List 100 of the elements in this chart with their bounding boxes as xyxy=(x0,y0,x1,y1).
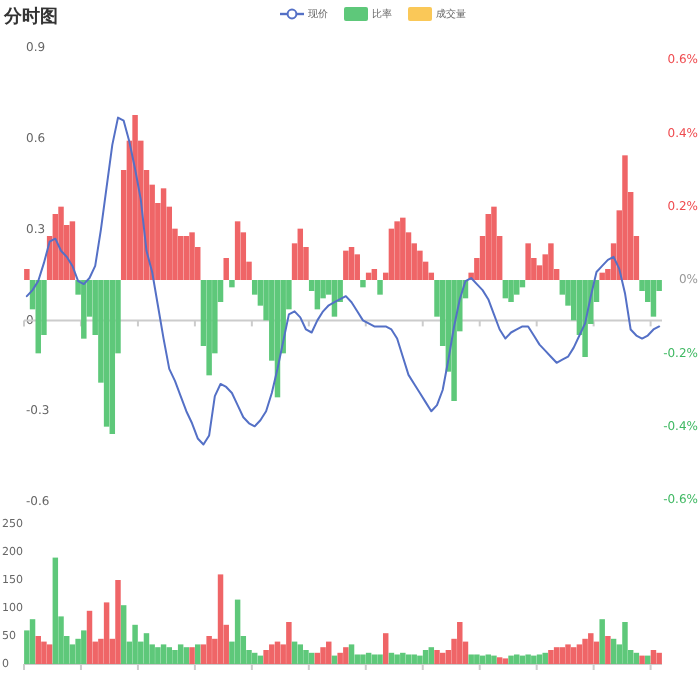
bar xyxy=(343,250,349,280)
bar xyxy=(599,619,605,664)
bar xyxy=(377,654,383,664)
bar xyxy=(405,654,412,664)
bar xyxy=(274,641,281,664)
bar xyxy=(605,636,611,664)
bar xyxy=(428,647,435,664)
bar xyxy=(388,228,395,280)
bar xyxy=(502,280,509,299)
bar xyxy=(183,236,190,280)
bar xyxy=(269,644,275,664)
bar xyxy=(650,650,657,664)
bar xyxy=(531,655,537,664)
bar xyxy=(576,644,583,664)
bar xyxy=(514,654,520,664)
bar xyxy=(286,622,292,664)
bar xyxy=(508,280,514,302)
bar xyxy=(400,217,406,280)
bar xyxy=(548,243,554,280)
bar xyxy=(81,280,87,339)
bar xyxy=(514,280,520,295)
bar xyxy=(394,654,400,664)
bar xyxy=(58,206,64,280)
bar xyxy=(132,624,138,664)
bar xyxy=(86,610,93,664)
bar xyxy=(496,657,503,664)
bar xyxy=(206,280,212,376)
bar xyxy=(172,650,178,664)
bar xyxy=(234,599,241,664)
bar xyxy=(81,630,87,664)
bar xyxy=(593,641,600,664)
bar xyxy=(303,650,309,664)
bar xyxy=(457,622,463,664)
bar xyxy=(468,654,474,664)
bar xyxy=(132,115,138,280)
bar xyxy=(103,602,110,664)
bar xyxy=(622,622,628,664)
bar xyxy=(536,654,543,664)
bar xyxy=(411,654,417,664)
bar xyxy=(177,644,184,664)
bar xyxy=(417,655,423,664)
bar xyxy=(360,654,366,664)
bar xyxy=(439,652,446,664)
bar xyxy=(160,644,167,664)
bar xyxy=(115,580,121,664)
bar xyxy=(417,250,423,280)
bar xyxy=(371,269,378,280)
bar xyxy=(189,647,195,664)
bar xyxy=(548,650,554,664)
bar xyxy=(394,221,400,280)
bar xyxy=(103,280,110,427)
bar xyxy=(223,258,229,280)
bar xyxy=(297,228,304,280)
bar xyxy=(234,221,241,280)
bar xyxy=(525,243,531,280)
bar xyxy=(29,619,36,664)
bar xyxy=(485,214,491,280)
bar xyxy=(588,633,594,664)
bar xyxy=(559,647,566,664)
bar xyxy=(553,647,560,664)
bar xyxy=(217,574,224,664)
bar xyxy=(320,647,326,664)
bar xyxy=(263,650,269,664)
bar xyxy=(570,647,577,664)
bar xyxy=(109,280,116,434)
bar xyxy=(160,188,167,280)
bar xyxy=(622,155,628,280)
bar xyxy=(582,638,588,664)
bar xyxy=(422,650,429,664)
bar xyxy=(565,644,571,664)
bar xyxy=(582,280,588,357)
bar xyxy=(348,644,355,664)
bar xyxy=(400,652,406,664)
chart-title: 分时图 xyxy=(2,6,58,28)
bar xyxy=(502,658,509,664)
bar xyxy=(434,650,440,664)
bar xyxy=(195,644,201,664)
bar xyxy=(508,655,514,664)
bar xyxy=(75,638,81,664)
bar xyxy=(382,633,389,664)
bar xyxy=(297,644,304,664)
bar xyxy=(314,652,321,664)
bar xyxy=(491,206,497,280)
bar xyxy=(485,654,491,664)
bar xyxy=(343,647,349,664)
bar xyxy=(326,641,332,664)
bar xyxy=(639,655,645,664)
bar xyxy=(251,652,258,664)
bar xyxy=(610,638,617,664)
bar xyxy=(46,644,53,664)
bar xyxy=(24,269,30,280)
bar xyxy=(491,655,497,664)
bar xyxy=(337,652,343,664)
bar xyxy=(371,654,378,664)
bar xyxy=(120,605,127,664)
bar xyxy=(52,557,59,664)
bar xyxy=(183,647,190,664)
bar xyxy=(650,280,657,317)
bar xyxy=(155,647,161,664)
bar xyxy=(451,280,457,401)
